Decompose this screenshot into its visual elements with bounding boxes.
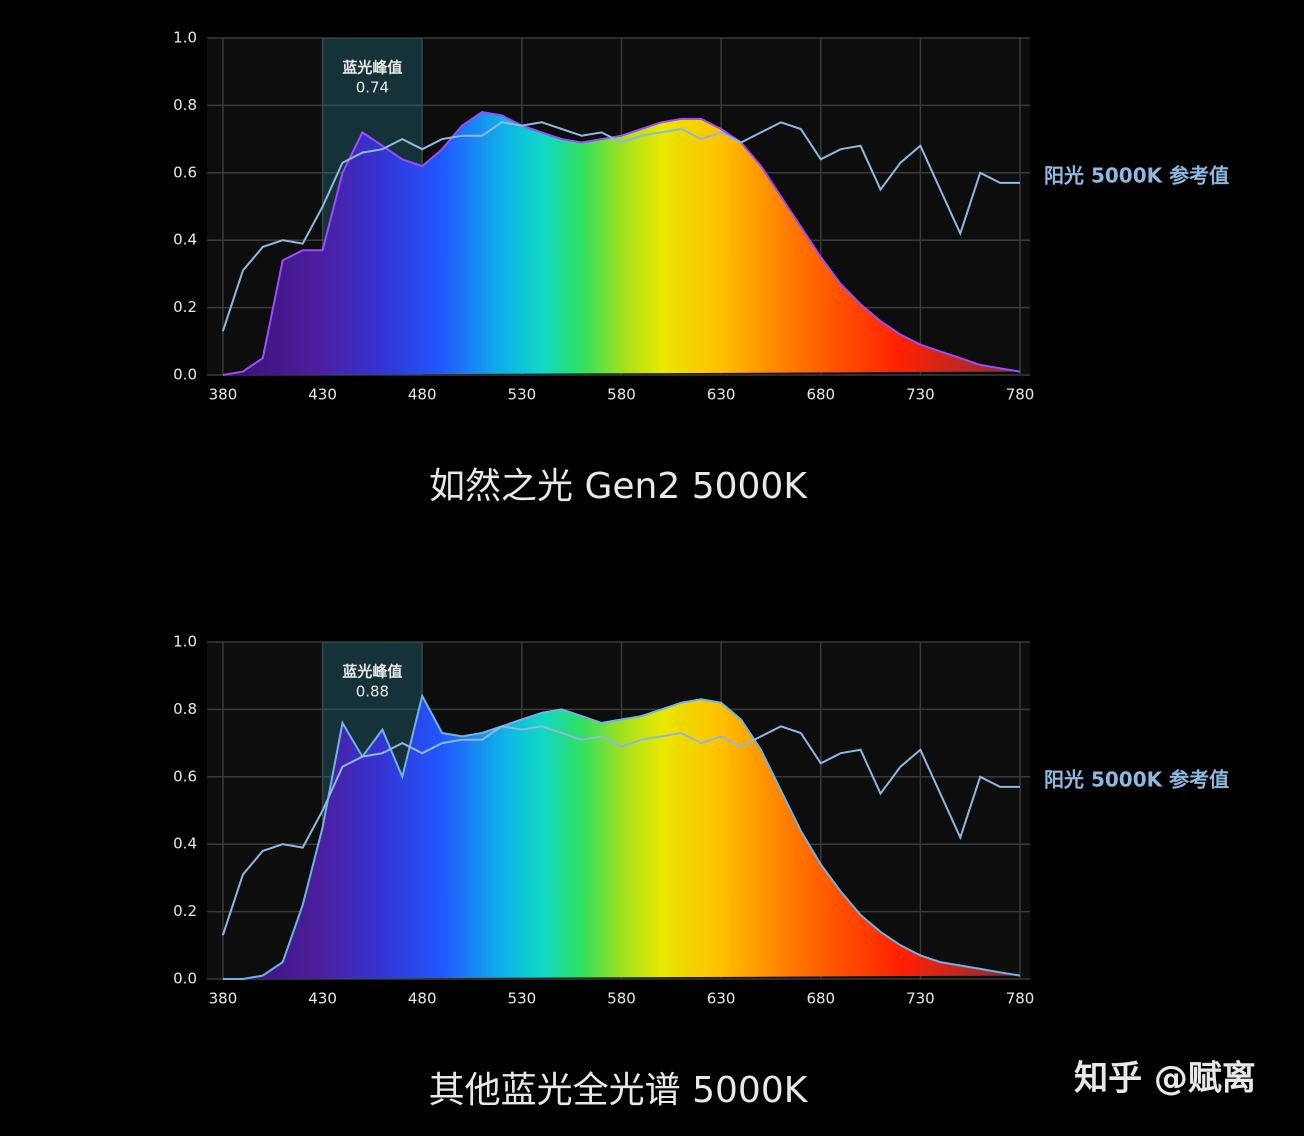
x-tick-label: 630 xyxy=(707,990,736,1008)
y-tick-label: 0.0 xyxy=(173,366,197,384)
x-tick-label: 380 xyxy=(209,386,238,404)
x-tick-label: 680 xyxy=(806,386,835,404)
x-tick-label: 530 xyxy=(508,386,537,404)
x-tick-label: 730 xyxy=(906,990,935,1008)
y-tick-label: 0.6 xyxy=(173,767,197,785)
watermark: 知乎 @赋离 xyxy=(1074,1059,1256,1099)
reference-line xyxy=(221,121,1020,332)
y-tick-label: 1.0 xyxy=(173,633,197,651)
band-label: 蓝光峰值 xyxy=(342,663,402,681)
x-tick-label: 580 xyxy=(607,990,636,1008)
spectrum-area xyxy=(222,112,1020,375)
x-tick-label: 530 xyxy=(508,990,537,1008)
y-tick-label: 0.4 xyxy=(173,835,197,853)
x-tick-label: 630 xyxy=(707,386,736,404)
y-tick-label: 0.8 xyxy=(173,96,197,114)
x-tick-label: 430 xyxy=(308,386,337,404)
y-tick-label: 0.4 xyxy=(173,231,197,249)
band-value: 0.74 xyxy=(356,79,389,97)
x-tick-label: 780 xyxy=(1006,990,1035,1008)
x-tick-label: 580 xyxy=(607,386,636,404)
spectrum-outline xyxy=(222,111,1021,376)
band-value: 0.88 xyxy=(356,683,389,701)
chart-title: 其他蓝光全光谱 5000K xyxy=(429,1070,809,1111)
reference-line xyxy=(221,725,1020,936)
x-tick-label: 480 xyxy=(408,990,437,1008)
y-tick-label: 0.6 xyxy=(173,163,197,181)
x-tick-label: 680 xyxy=(806,990,835,1008)
chart-title: 如然之光 Gen2 5000K xyxy=(429,466,808,507)
x-tick-label: 780 xyxy=(1006,386,1035,404)
series-label: 阳光 5000K 参考值 xyxy=(1044,767,1229,791)
y-tick-label: 0.2 xyxy=(173,902,197,920)
band-label: 蓝光峰值 xyxy=(342,59,402,77)
y-tick-label: 1.0 xyxy=(173,29,197,47)
series-label: 阳光 5000K 参考值 xyxy=(1044,163,1229,187)
spectrum-outline xyxy=(222,693,1021,980)
spectrum-area xyxy=(222,695,1020,979)
x-tick-label: 730 xyxy=(906,386,935,404)
y-tick-label: 0.8 xyxy=(173,700,197,718)
x-tick-label: 380 xyxy=(209,990,238,1008)
x-tick-label: 430 xyxy=(308,990,337,1008)
x-tick-label: 480 xyxy=(408,386,437,404)
y-tick-label: 0.2 xyxy=(173,298,197,316)
y-tick-label: 0.0 xyxy=(173,970,197,988)
